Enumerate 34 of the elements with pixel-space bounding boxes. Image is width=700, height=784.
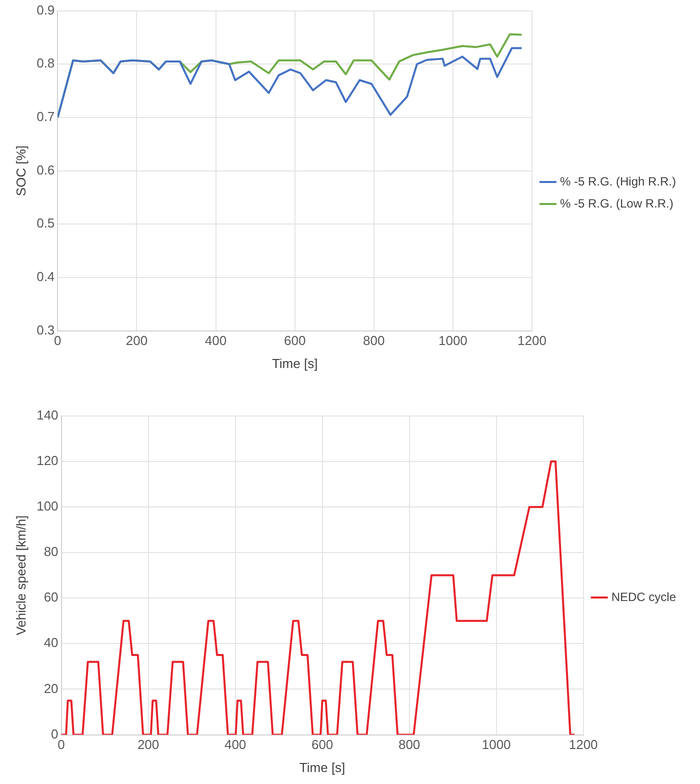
y-tick-label: 0.7 [36, 109, 55, 124]
y-tick-label: 40 [44, 635, 58, 650]
x-axis-title: Time [s] [272, 356, 318, 371]
x-tick-label: 200 [137, 737, 160, 752]
x-tick-label: 1000 [438, 333, 468, 348]
x-tick-label: 600 [284, 333, 306, 348]
x-axis-title: Time [s] [299, 760, 346, 775]
x-tick-label: 400 [204, 333, 227, 348]
y-tick-label: 20 [44, 680, 58, 696]
y-tick-label: 100 [36, 498, 58, 514]
y-tick-label: 120 [36, 452, 58, 468]
x-tick-label: 800 [398, 737, 420, 752]
x-tick-label: 1200 [518, 333, 546, 348]
legend-label: % -5 R.G. (High R.R.) [560, 174, 676, 188]
y-tick-label: 140 [36, 407, 58, 422]
x-tick-label: 1000 [482, 737, 511, 752]
y-tick-label: 0.4 [36, 269, 55, 284]
y-tick-label: 0.3 [36, 322, 55, 338]
y-tick-label: 0.6 [36, 162, 55, 178]
x-tick-label: 1200 [568, 737, 598, 752]
x-tick-label: 600 [311, 737, 334, 752]
y-tick-label: 80 [44, 544, 58, 560]
legend-label: NEDC cycle [611, 590, 676, 604]
y-axis-title: Vehicle speed [km/h] [13, 515, 28, 636]
x-tick-label: 400 [224, 737, 246, 752]
y-tick-label: 0 [51, 726, 58, 742]
legend-label: % -5 R.G. (Low R.R.) [560, 196, 674, 210]
x-tick-label: 200 [126, 333, 148, 348]
y-tick-label: 0.5 [36, 216, 55, 231]
x-tick-label: 800 [363, 333, 385, 348]
y-tick-label: 0.9 [36, 2, 55, 18]
y-tick-label: 60 [44, 590, 58, 605]
y-axis-title: SOC [%] [13, 146, 28, 196]
y-tick-label: 0.8 [36, 56, 55, 71]
